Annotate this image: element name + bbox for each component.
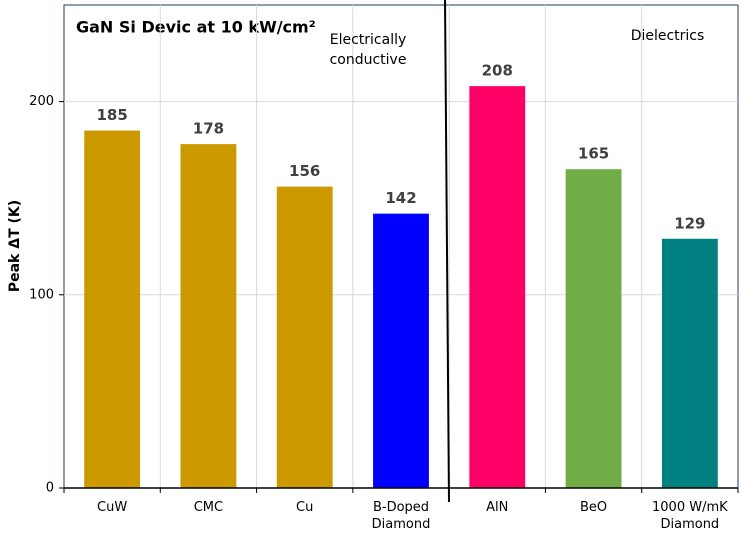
x-tick-label: BeO (579, 500, 608, 515)
x-tick-label: Cu (296, 500, 314, 515)
value-label: 142 (385, 189, 416, 207)
bar (276, 186, 333, 488)
x-tick-label: CMC (193, 500, 224, 515)
group-divider (444, 0, 450, 503)
chart-title: GaN Si Devic at 10 kW/cm² (76, 18, 316, 37)
y-tick-label: 200 (29, 94, 54, 109)
x-tick-label: CuW (97, 500, 128, 515)
value-label: 208 (482, 62, 513, 80)
bar (84, 130, 141, 488)
annotation: Electrically conductive (329, 32, 407, 68)
value-label: 156 (289, 162, 320, 180)
bar (469, 86, 526, 489)
bar (373, 213, 429, 488)
annotation: Dielectrics (630, 28, 705, 44)
bar (565, 169, 622, 488)
bar (661, 238, 718, 488)
value-label: 178 (193, 120, 224, 138)
x-tick-label: 1000 W/mK Diamond (652, 500, 728, 532)
value-label: 129 (674, 214, 705, 232)
value-label: 165 (578, 145, 609, 163)
y-tick-label: 100 (29, 287, 54, 302)
y-axis-label: Peak ΔT (K) (7, 200, 23, 292)
value-label: 185 (96, 106, 127, 124)
x-tick-label: B-Doped Diamond (371, 500, 431, 532)
x-tick-label: AlN (486, 500, 509, 515)
bar (180, 144, 237, 488)
y-tick-label: 0 (46, 481, 54, 496)
